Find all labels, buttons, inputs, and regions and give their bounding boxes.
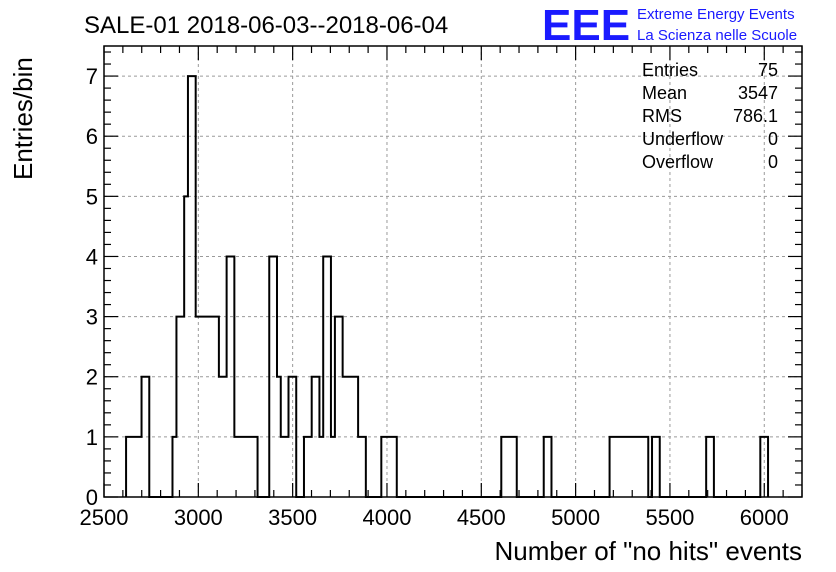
stats-label: Underflow [642,129,724,149]
histogram-bin [277,377,281,497]
stats-label: Mean [642,83,687,103]
logo-mark: EEE [542,1,630,50]
y-tick-labels: 0 1 2 3 4 5 6 7 [86,64,98,510]
x-tick-label: 3500 [268,505,317,530]
histogram-bin [126,437,141,497]
histogram-bin [358,437,366,497]
histogram-bin [544,437,552,497]
y-tick-label: 3 [86,305,98,330]
histogram-bin [288,377,296,497]
histogram-bin [652,437,660,497]
stats-value: 0 [768,129,778,149]
y-tick-label: 4 [86,244,98,269]
histogram-bin [319,437,323,497]
stats-label: Entries [642,60,698,80]
histogram-bars [125,75,770,498]
histogram-bin [281,437,289,497]
plot-frame [103,45,803,498]
histogram-bin [184,196,188,497]
y-tick-label: 2 [86,365,98,390]
histogram-bin [335,317,343,497]
histogram-bin [219,377,227,497]
x-tick-label: 4500 [457,505,506,530]
eee-logo: EEE Extreme Energy Events La Scienza nel… [542,1,797,50]
histogram-bin [269,256,277,497]
histogram-outline [125,75,770,498]
x-axis-title: Number of "no hits" events [495,536,803,566]
histogram-bin [331,437,335,497]
histogram-bin [172,437,176,497]
histogram-bin [234,437,257,497]
x-tick-label: 4000 [362,505,411,530]
y-tick-label: 7 [86,64,98,89]
stats-value: 3547 [738,83,778,103]
stats-label: Overflow [642,152,714,172]
x-tick-labels: 2500 3000 3500 4000 4500 5000 5500 6000 [80,505,789,530]
stats-box: Entries 75 Mean 3547 RMS 786.1 Underflow 0 Overf… [642,60,778,172]
histogram-bin [227,256,235,497]
histogram-bin [188,76,196,497]
axis-ticks [103,46,803,498]
histogram-bin [381,437,396,497]
histogram-bin [196,317,219,497]
x-tick-label: 2500 [80,505,129,530]
x-tick-label: 5500 [645,505,694,530]
y-tick-label: 6 [86,124,98,149]
y-tick-label: 0 [86,485,98,510]
stats-value: 75 [758,60,778,80]
histogram-bin [501,437,516,497]
stats-value: 0 [768,152,778,172]
histogram-bin [343,377,358,497]
x-tick-label: 6000 [740,505,789,530]
histogram-bin [176,317,184,497]
logo-line-1: Extreme Energy Events [637,6,795,23]
y-tick-label: 5 [86,184,98,209]
logo-line-2: La Scienza nelle Scuole [637,27,797,44]
chart-title: SALE-01 2018-06-03--2018-06-04 [84,12,448,39]
histogram-bin [142,377,150,497]
histogram-bin [323,256,331,497]
stats-value: 786.1 [733,106,778,126]
histogram-bin [304,437,312,497]
x-tick-label: 3000 [174,505,223,530]
x-tick-label: 5000 [551,505,600,530]
y-axis-title: Entries/bin [8,57,38,180]
histogram-bin [610,437,649,497]
histogram-bin [312,377,320,497]
histogram-bin [706,437,714,497]
y-tick-label: 1 [86,425,98,450]
stats-label: RMS [642,106,682,126]
